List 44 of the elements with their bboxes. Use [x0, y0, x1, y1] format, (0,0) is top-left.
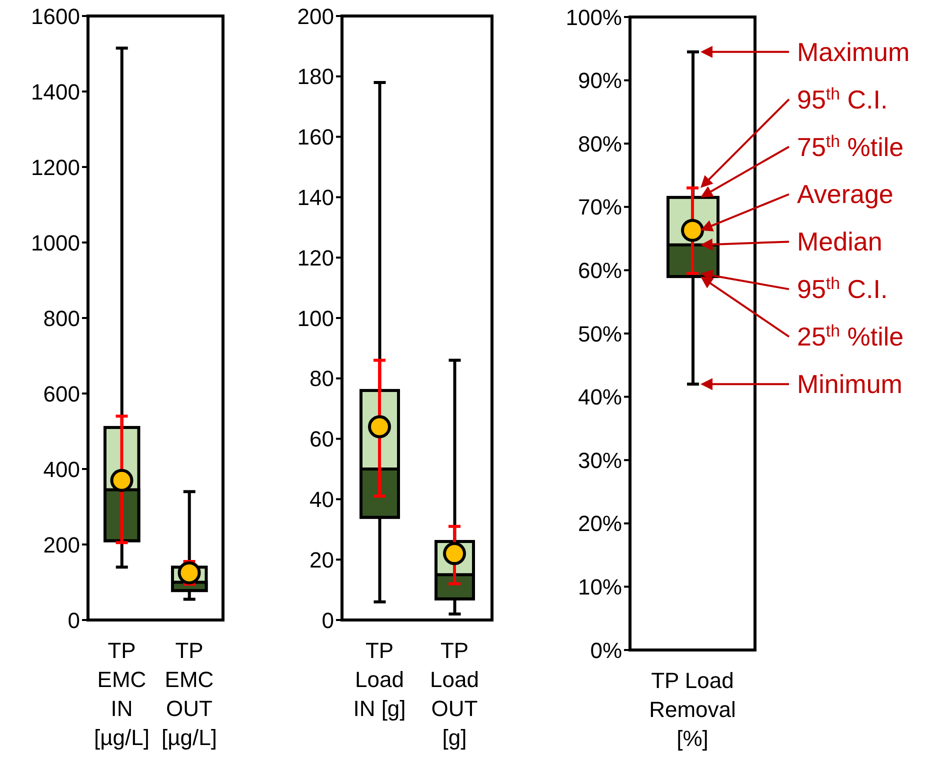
text: Minimum [797, 369, 902, 400]
y-tick-label: 60 [310, 426, 334, 452]
y-tick-label: 200 [43, 532, 80, 558]
y-tick-label: 0% [590, 638, 622, 663]
y-tick-label: 200 [297, 4, 334, 29]
y-tick-label: 1200 [31, 154, 80, 180]
y-tick-label: 30% [578, 448, 622, 473]
y-tick-label: 1000 [31, 230, 80, 256]
y-tick-label: 80% [578, 131, 622, 156]
y-tick-label: 0 [322, 608, 334, 633]
text: 95$^{th}$ C.I. [797, 84, 888, 114]
y-tick-label: 10% [578, 574, 622, 600]
y-tick-label: 40% [578, 384, 622, 410]
y-tick-label: 400 [43, 456, 80, 482]
x-tick-label: TP EMC OUT [µg/L] [162, 638, 217, 750]
y-tick-label: 1600 [31, 4, 80, 29]
y-tick-label: 120 [297, 245, 334, 270]
x-tick-label: TP Load Removal [%] [649, 668, 736, 751]
text: 95$^{th}$ C.I. [797, 274, 888, 304]
y-tick-label: 20 [310, 547, 334, 572]
y-tick-label: 100 [297, 306, 334, 331]
y-tick-label: 70% [578, 194, 622, 220]
y-tick-label: 600 [43, 381, 80, 406]
y-tick-label: 800 [43, 306, 80, 331]
y-tick-label: 80 [310, 366, 334, 392]
y-tick-label: 0 [68, 608, 80, 633]
x-tick-label: TP EMC IN [µg/L] [94, 638, 150, 750]
y-tick-label: 40 [310, 487, 334, 512]
text: 25$^{th}$ %tile [797, 321, 904, 352]
y-tick-label: 140 [297, 185, 334, 210]
text: Average [797, 179, 894, 210]
y-tick-label: 90% [578, 68, 622, 94]
text: 75$^{th}$ %tile [797, 131, 904, 162]
text: Maximum [797, 36, 910, 67]
y-tick-label: 160 [297, 124, 334, 150]
x-tick-label: TP Load OUT [g] [430, 638, 479, 750]
y-tick-label: 20% [578, 511, 622, 536]
text: Median [797, 226, 882, 257]
y-tick-label: 180 [297, 64, 334, 90]
y-tick-label: 50% [578, 321, 622, 346]
y-tick-label: 60% [578, 258, 622, 284]
x-tick-label: TP Load IN [g] [353, 638, 406, 721]
y-tick-label: 1400 [31, 79, 80, 104]
y-tick-label: 100% [566, 4, 622, 30]
